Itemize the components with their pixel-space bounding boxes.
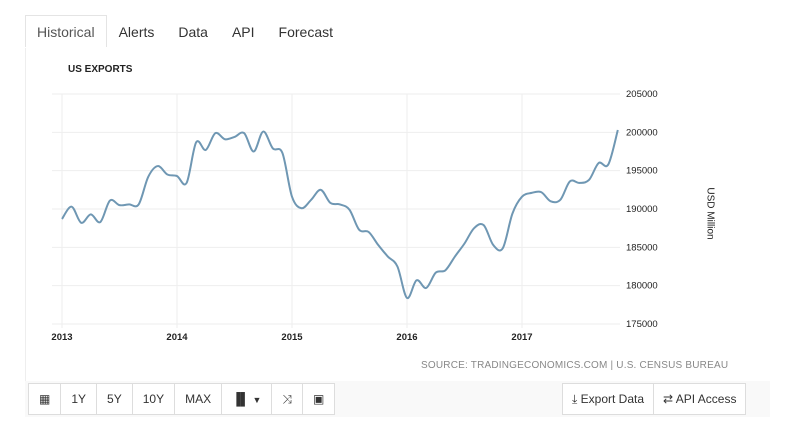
y-tick-label: 205000 [626, 89, 658, 100]
y-tick-label: 190000 [626, 204, 658, 215]
range-5y-button[interactable]: 5Y [97, 384, 133, 414]
range-max-button[interactable]: MAX [175, 384, 223, 414]
tab-alerts[interactable]: Alerts [118, 24, 155, 40]
data-tools: ⤓ Export Data ⇄ API Access [562, 383, 747, 415]
download-icon: ⤓ [572, 392, 578, 406]
bar-chart-icon: ▐▌ [232, 392, 250, 406]
x-tick-label: 2017 [511, 332, 532, 343]
y-tick-label: 200000 [626, 127, 658, 138]
compare-button[interactable]: ⤨ [272, 384, 303, 414]
tab-bar: Historical Alerts Data API Forecast [25, 15, 345, 47]
tab-historical[interactable]: Historical [25, 15, 107, 47]
x-tick-label: 2014 [166, 332, 188, 343]
chart-panel [25, 48, 771, 381]
chart-toolbar: ▦ 1Y 5Y 10Y MAX ▐▌ ▼ ⤨ ▣ [28, 383, 336, 415]
range-1y-button[interactable]: 1Y [61, 384, 98, 414]
tab-forecast[interactable]: Forecast [278, 24, 333, 40]
export-data-button[interactable]: ⤓ Export Data [563, 384, 655, 414]
series-line-us-exports [61, 129, 619, 299]
export-label: Export Data [580, 392, 645, 406]
x-tick-label: 2015 [281, 332, 303, 343]
x-tick-label: 2016 [396, 332, 417, 343]
api-access-button[interactable]: ⇄ API Access [654, 384, 745, 414]
x-tick-label: 2013 [51, 332, 72, 343]
chart-type-button[interactable]: ▐▌ ▼ [222, 384, 273, 414]
chart-title: US EXPORTS [68, 64, 133, 75]
calendar-button[interactable]: ▦ [29, 384, 62, 414]
calendar-icon: ▦ [39, 392, 51, 406]
y-axis-label: USD Million [704, 187, 716, 240]
caret-down-icon: ▼ [252, 395, 262, 405]
image-icon: ▣ [312, 392, 325, 406]
range-10y-button[interactable]: 10Y [133, 384, 176, 414]
tab-data[interactable]: Data [178, 24, 208, 40]
tab-api[interactable]: API [231, 24, 255, 40]
shuffle-icon: ⤨ [282, 392, 292, 406]
y-tick-label: 175000 [626, 319, 658, 330]
exchange-icon: ⇄ [663, 392, 674, 406]
y-tick-label: 180000 [626, 281, 658, 292]
y-tick-label: 185000 [626, 242, 658, 253]
source-text: SOURCE: TRADINGECONOMICS.COM | U.S. CENS… [421, 360, 729, 371]
y-tick-label: 195000 [626, 166, 658, 177]
api-label: API Access [675, 392, 737, 406]
download-image-button[interactable]: ▣ [303, 384, 334, 414]
